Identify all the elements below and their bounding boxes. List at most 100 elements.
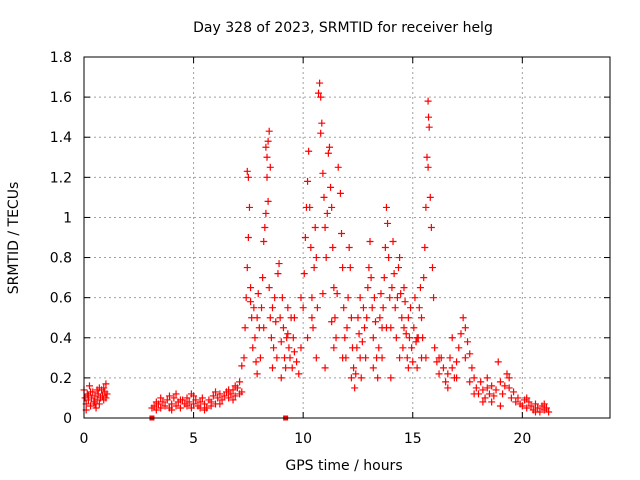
data-point — [355, 330, 363, 338]
data-point — [427, 223, 435, 231]
data-point — [261, 223, 269, 231]
data-point — [276, 314, 284, 322]
data-point — [435, 370, 443, 378]
data-point — [168, 406, 176, 414]
data-point — [319, 169, 327, 177]
data-point — [387, 374, 395, 382]
data-point — [477, 378, 485, 386]
data-point — [170, 394, 178, 402]
data-point — [265, 284, 273, 292]
data-point — [201, 400, 209, 408]
data-point — [501, 382, 509, 390]
data-point — [176, 396, 184, 404]
data-point — [341, 334, 349, 342]
data-point — [310, 264, 318, 272]
data-point — [464, 338, 472, 346]
data-point — [448, 334, 456, 342]
data-point — [344, 294, 352, 302]
data-point — [227, 390, 235, 398]
data-point — [425, 123, 433, 131]
data-point — [207, 402, 215, 410]
data-point — [479, 386, 487, 394]
data-point — [320, 193, 328, 201]
data-point — [413, 364, 421, 372]
data-point — [398, 314, 406, 322]
data-point — [295, 370, 303, 378]
data-point — [236, 390, 244, 398]
data-point — [397, 290, 405, 298]
data-point — [301, 234, 309, 241]
data-point — [275, 260, 283, 268]
data-point — [371, 318, 379, 326]
data-point — [274, 270, 282, 278]
data-point — [277, 338, 285, 346]
axis-ticks — [83, 56, 610, 419]
data-point — [268, 364, 276, 372]
data-point — [252, 358, 260, 366]
data-point — [322, 254, 330, 262]
y-tick-label: 0.8 — [50, 251, 72, 267]
data-point — [272, 318, 280, 326]
data-point — [399, 344, 407, 352]
data-point — [389, 238, 397, 246]
data-point — [266, 163, 274, 171]
data-point — [525, 398, 533, 406]
data-point — [442, 378, 450, 386]
data-point — [247, 284, 255, 292]
data-point — [87, 388, 95, 396]
data-point — [321, 223, 329, 231]
data-point — [542, 404, 550, 412]
data-point — [346, 264, 354, 272]
data-point — [382, 324, 390, 332]
data-point — [241, 324, 249, 332]
data-point — [315, 89, 323, 97]
data-point — [172, 402, 180, 410]
data-point — [359, 304, 367, 312]
data-point — [157, 394, 165, 402]
data-point — [308, 294, 316, 302]
data-point — [483, 384, 491, 392]
data-point — [411, 294, 419, 302]
data-point — [256, 354, 264, 362]
data-point — [152, 398, 160, 406]
x-tick-label: 5 — [189, 431, 198, 447]
data-point — [273, 354, 281, 362]
x-tick-label: 15 — [404, 431, 422, 447]
data-point — [386, 294, 394, 302]
data-point — [284, 330, 292, 338]
data-point — [245, 203, 253, 211]
data-point — [93, 386, 101, 394]
data-point — [299, 304, 307, 312]
y-tick-label: 0.4 — [50, 331, 72, 347]
data-point — [444, 384, 452, 392]
data-point — [380, 274, 388, 282]
data-point — [424, 163, 432, 171]
data-point — [225, 386, 233, 394]
data-point — [415, 304, 423, 312]
data-point — [263, 153, 271, 161]
data-point — [165, 392, 173, 400]
data-point — [345, 244, 353, 252]
data-point — [404, 314, 412, 322]
data-point — [531, 400, 539, 408]
data-point — [368, 304, 376, 312]
data-point — [264, 197, 272, 205]
data-point — [231, 382, 239, 390]
data-point — [433, 358, 441, 366]
x-tick-label: 10 — [294, 431, 312, 447]
data-point — [312, 254, 320, 262]
data-point — [220, 392, 228, 400]
data-point — [545, 408, 553, 416]
data-point — [288, 364, 296, 372]
data-point — [420, 274, 428, 282]
data-point — [263, 173, 271, 181]
data-point — [358, 338, 366, 346]
data-point — [277, 374, 285, 382]
data-point — [331, 314, 339, 322]
data-point — [365, 264, 373, 272]
data-point — [444, 370, 452, 378]
data-point — [418, 354, 426, 362]
data-point — [518, 402, 526, 410]
data-point — [435, 354, 443, 362]
data-point — [305, 147, 313, 155]
